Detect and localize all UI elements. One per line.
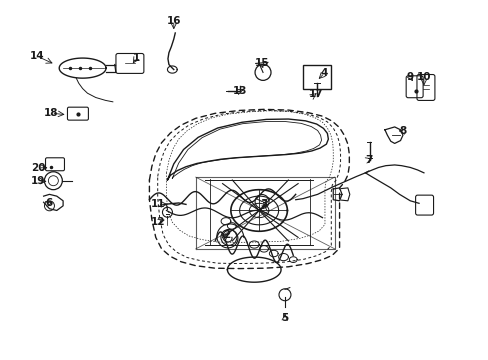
Text: 10: 10 [416,72,430,82]
Text: 14: 14 [30,51,44,61]
Text: 7: 7 [365,154,372,165]
Text: 6: 6 [45,198,53,208]
Text: 17: 17 [308,89,323,99]
Text: 9: 9 [406,72,413,82]
Text: 11: 11 [150,199,164,210]
Text: 16: 16 [166,16,181,26]
Text: 8: 8 [399,126,406,136]
Text: 15: 15 [254,58,268,68]
Text: 18: 18 [44,108,59,118]
Text: 12: 12 [150,217,164,227]
Text: 4: 4 [320,68,327,78]
Text: 19: 19 [31,176,45,186]
Text: 1: 1 [132,53,140,63]
Text: 5: 5 [281,313,288,323]
Text: 3: 3 [260,199,267,209]
Text: 2: 2 [223,230,230,240]
Text: 13: 13 [232,86,246,96]
Text: 20: 20 [31,163,45,173]
